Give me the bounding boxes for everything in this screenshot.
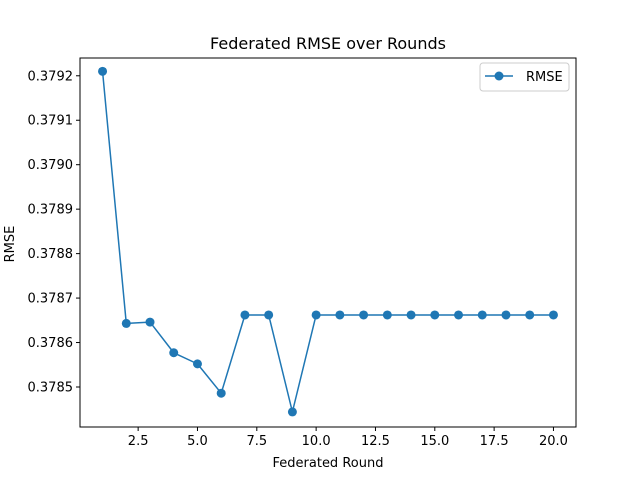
legend-label-rmse: RMSE xyxy=(526,70,563,85)
data-point xyxy=(98,66,108,76)
data-point xyxy=(240,310,250,320)
x-tick-label: 7.5 xyxy=(246,434,267,449)
legend-marker-swatch xyxy=(494,71,504,81)
data-point xyxy=(121,318,131,328)
data-point xyxy=(216,388,226,398)
series-layer xyxy=(98,66,558,417)
x-tick-label: 17.5 xyxy=(480,434,509,449)
x-tick-label: 2.5 xyxy=(128,434,149,449)
x-axis-label: Federated Round xyxy=(273,456,384,471)
data-point xyxy=(525,310,535,320)
chart-title: Federated RMSE over Rounds xyxy=(210,34,446,53)
legend: RMSE xyxy=(479,62,570,92)
y-axis-ticks: 0.3785 0.3786 0.3787 0.3788 0.3789 0.3790 0.37… xyxy=(28,69,80,395)
y-axis-label: RMSE xyxy=(3,226,18,263)
y-tick-label: 0.3791 xyxy=(28,114,74,129)
x-tick-label: 20.0 xyxy=(539,434,568,449)
x-tick-label: 12.5 xyxy=(361,434,390,449)
y-tick-label: 0.3788 xyxy=(28,247,74,262)
data-point xyxy=(477,310,487,320)
data-point xyxy=(382,310,392,320)
x-axis-ticks: 2.5 5.0 7.5 10.0 12.5 15.0 17.5 20.0 xyxy=(128,427,568,449)
data-point xyxy=(359,310,369,320)
data-point xyxy=(311,310,321,320)
data-point xyxy=(406,310,416,320)
data-point xyxy=(335,310,345,320)
data-point xyxy=(264,310,274,320)
legend-box xyxy=(479,62,570,92)
y-tick-label: 0.3792 xyxy=(28,69,74,84)
data-point xyxy=(430,310,440,320)
y-tick-label: 0.3786 xyxy=(28,336,74,351)
x-tick-label: 10.0 xyxy=(302,434,331,449)
data-point xyxy=(169,348,179,358)
y-tick-label: 0.3790 xyxy=(28,158,74,173)
data-point xyxy=(192,359,202,369)
data-point xyxy=(287,407,297,417)
data-point xyxy=(548,310,558,320)
x-tick-label: 5.0 xyxy=(187,434,208,449)
y-tick-label: 0.3785 xyxy=(28,380,74,395)
x-tick-label: 15.0 xyxy=(420,434,449,449)
data-point xyxy=(501,310,511,320)
data-point xyxy=(145,317,155,327)
y-tick-label: 0.3787 xyxy=(28,292,74,307)
plot-frame xyxy=(79,57,577,428)
y-tick-label: 0.3789 xyxy=(28,203,74,218)
data-point xyxy=(454,310,464,320)
